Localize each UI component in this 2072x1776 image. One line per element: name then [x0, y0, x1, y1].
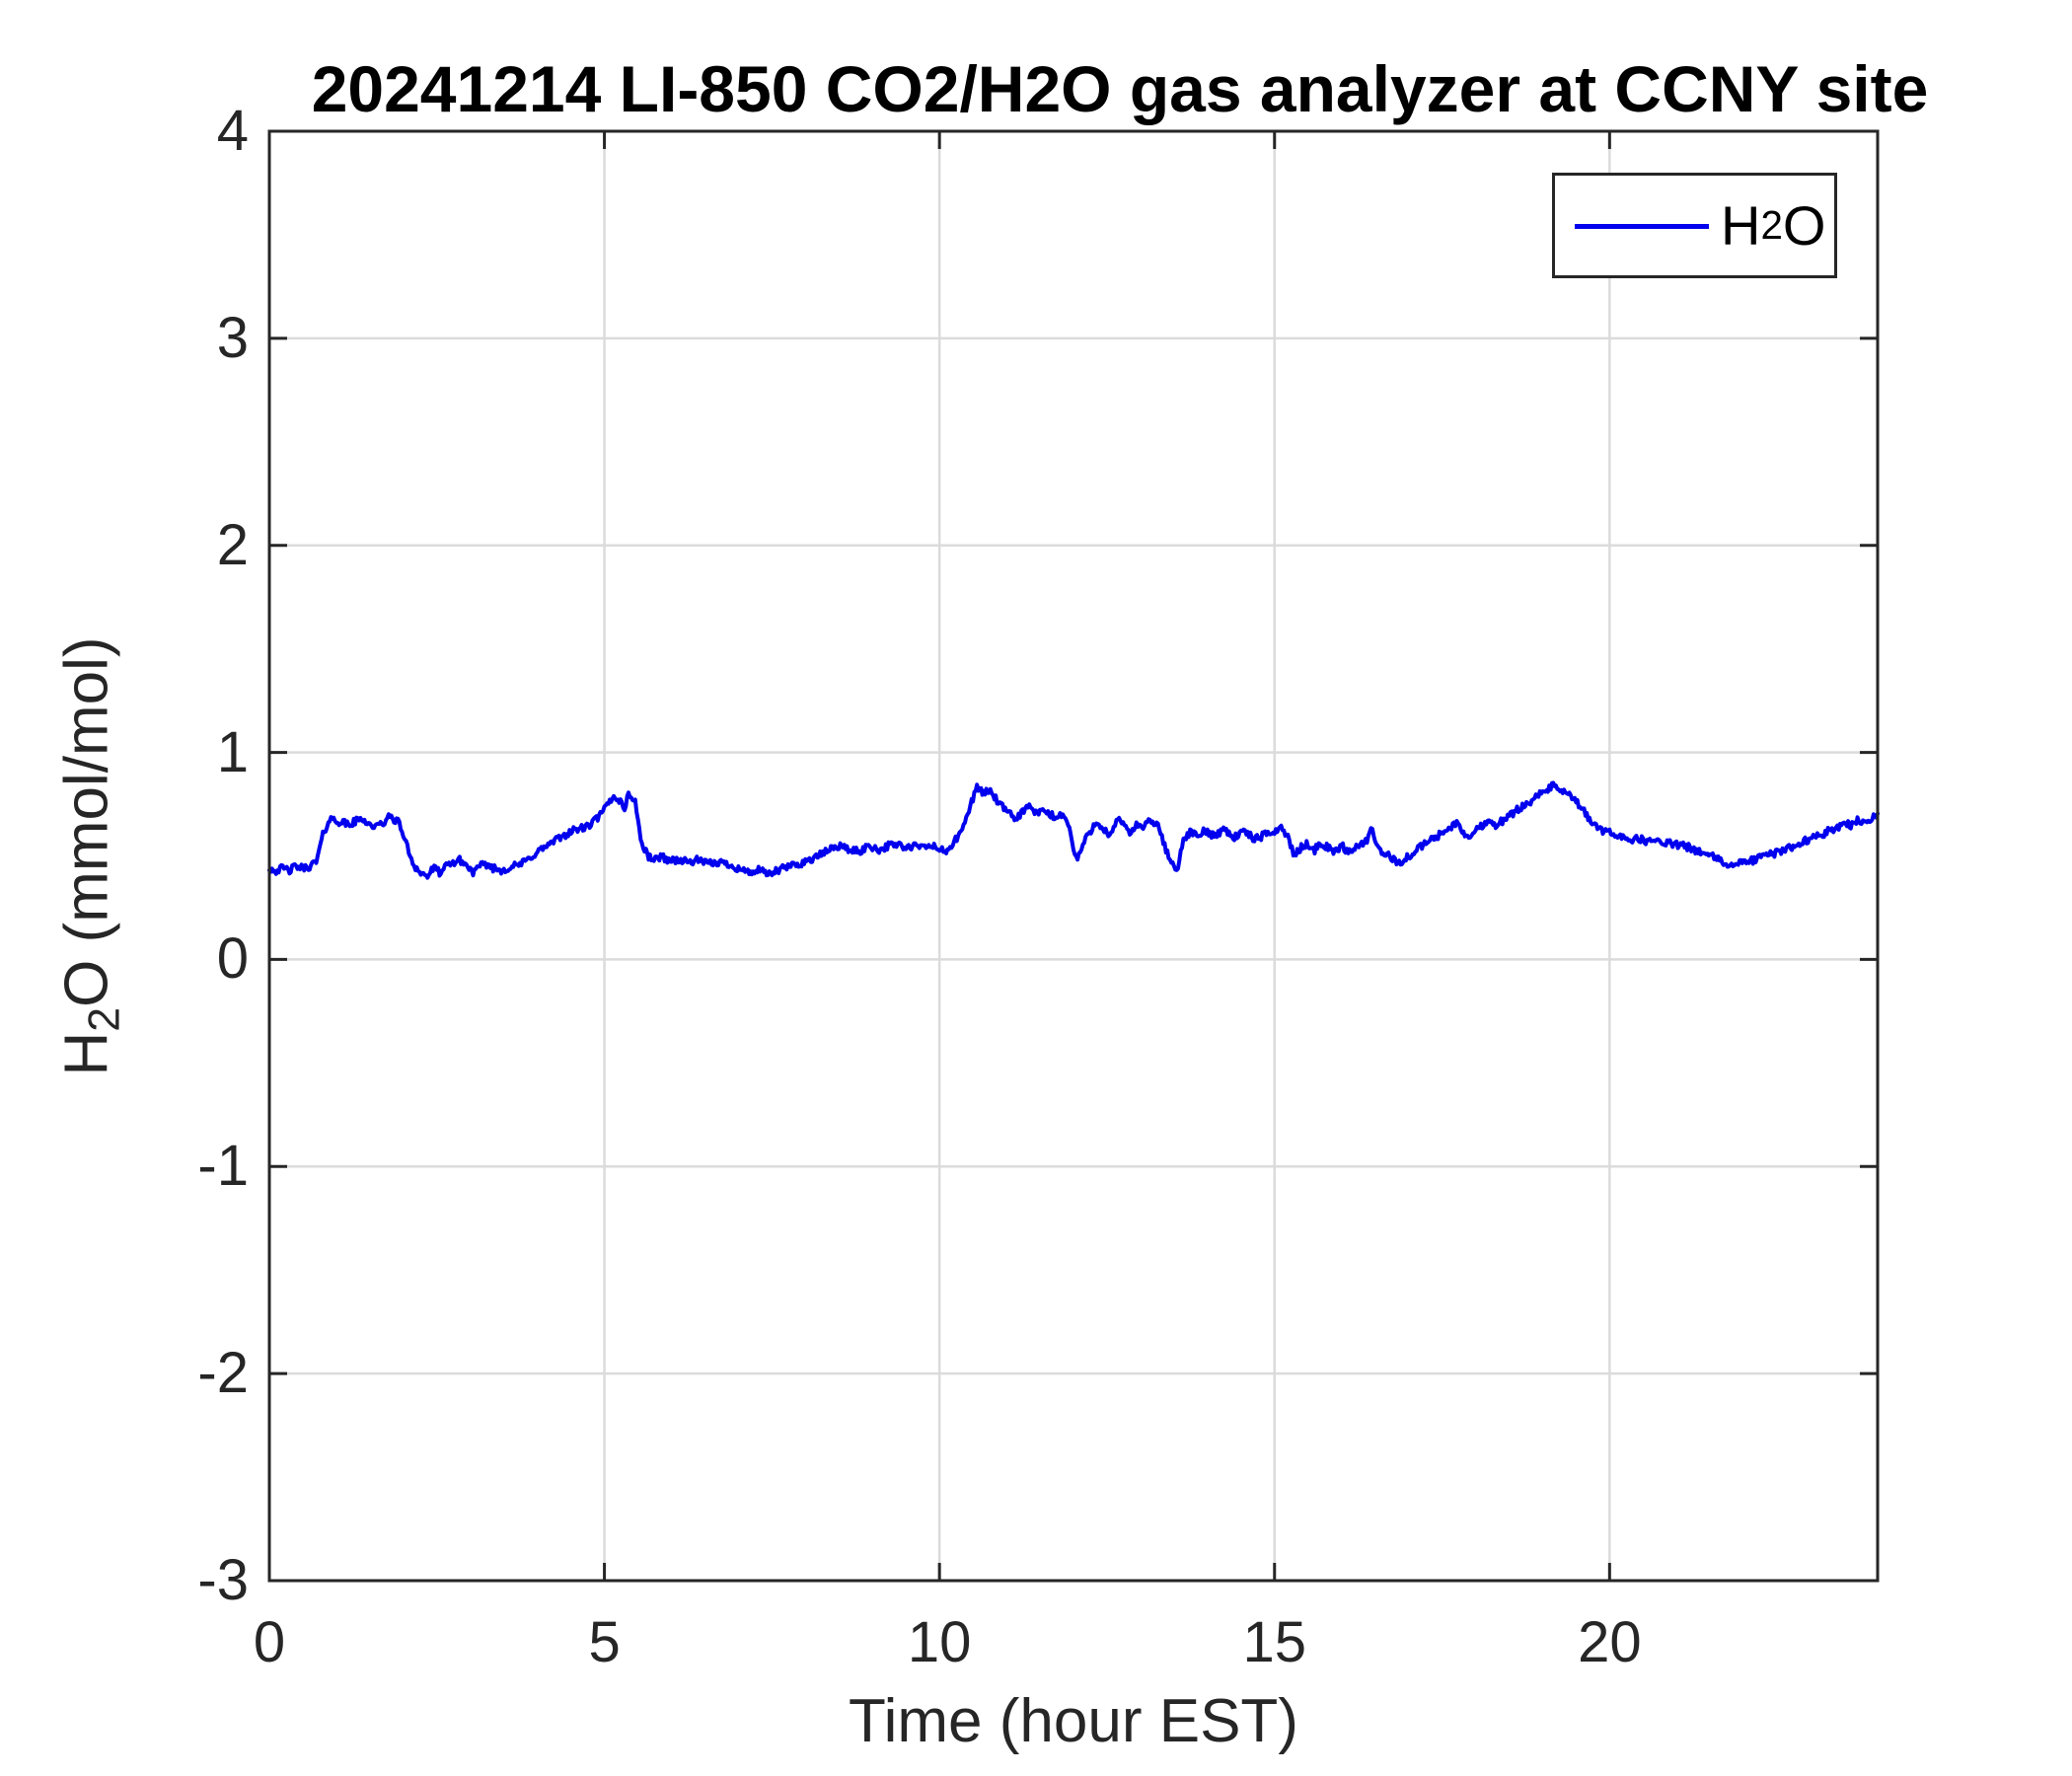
y-tick-label-1: 1 — [216, 719, 249, 784]
x-tick-label-5: 5 — [588, 1610, 621, 1674]
y-tick-label--1: -1 — [197, 1134, 249, 1199]
series-line-H2O — [267, 780, 1880, 880]
y-axis-label-prefix: H — [52, 1031, 121, 1076]
y-tick-label-3: 3 — [216, 305, 249, 370]
y-axis-label-subscript: 2 — [80, 1006, 129, 1032]
legend-label-subscript: 2 — [1760, 202, 1783, 248]
y-tick-label--3: -3 — [197, 1548, 249, 1612]
x-tick-label-20: 20 — [1578, 1610, 1642, 1674]
y-tick-label-2: 2 — [216, 512, 249, 577]
axes-box — [267, 129, 1880, 1583]
x-tick-label-0: 0 — [253, 1610, 286, 1674]
y-tick-label-4: 4 — [216, 99, 249, 163]
legend-line-swatch — [1575, 224, 1709, 229]
y-tick-label--2: -2 — [197, 1341, 249, 1406]
x-tick-label-15: 15 — [1242, 1610, 1306, 1674]
legend-label-suffix: O — [1782, 194, 1826, 257]
y-tick-label-0: 0 — [216, 926, 249, 992]
x-axis-label: Time (hour EST) — [849, 1687, 1298, 1755]
chart-title: 20241214 LI-850 CO2/H2O gas analyzer at … — [311, 52, 1929, 125]
x-tick-label-10: 10 — [907, 1610, 972, 1674]
legend-label-prefix: H — [1721, 194, 1761, 257]
y-axis-label: H2O (mmol/mol) — [51, 636, 129, 1075]
